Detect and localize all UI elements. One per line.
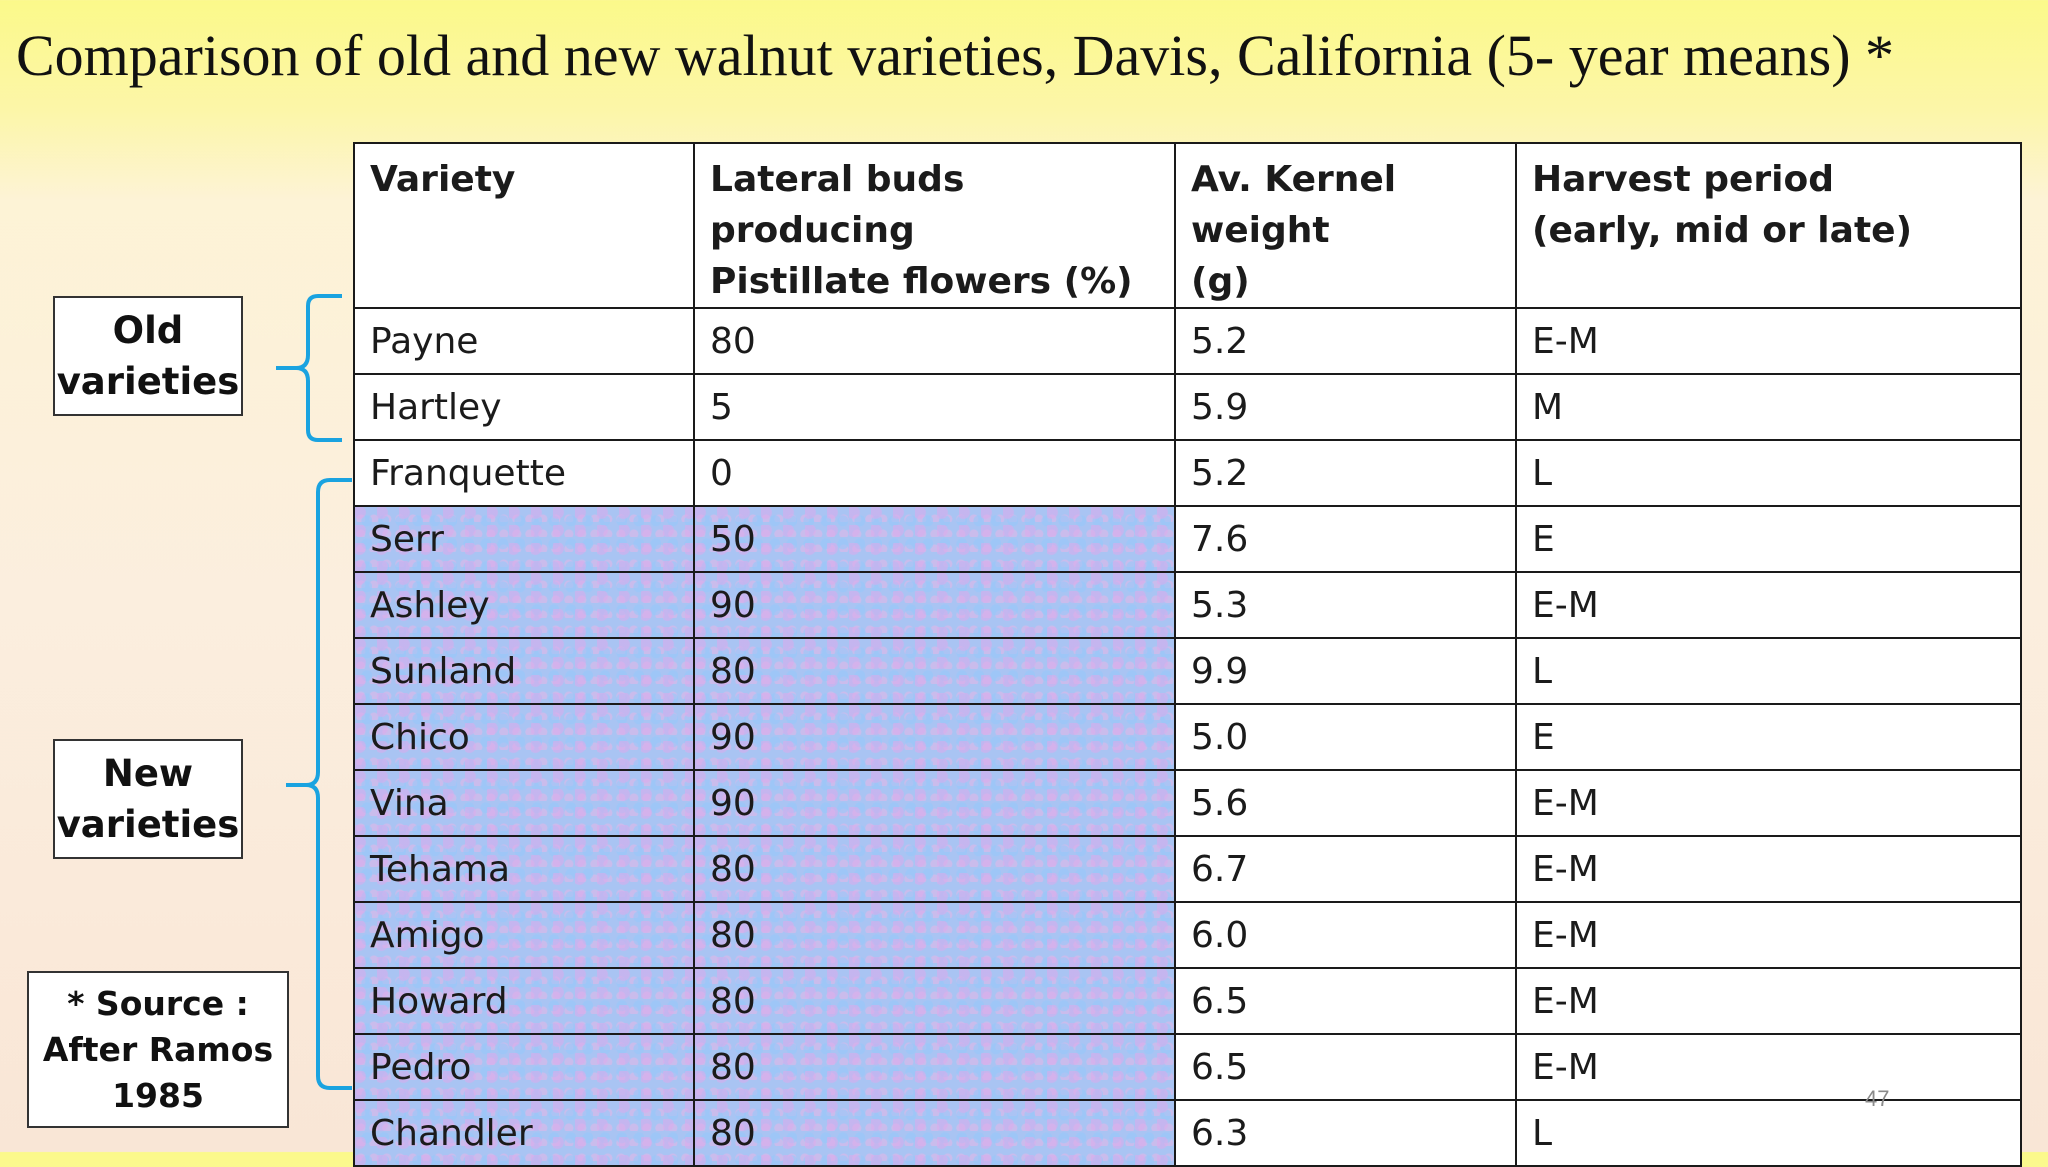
cell-kernel-weight: 5.0 (1174, 703, 1517, 771)
cell-kernel-weight: 5.3 (1174, 571, 1517, 639)
source-note: * Source : After Ramos 1985 (27, 971, 289, 1128)
cell-lateral-buds: 90 (693, 703, 1176, 771)
cell-kernel-weight: 5.6 (1174, 769, 1517, 837)
cell-harvest-period: L (1515, 637, 2022, 705)
cell-lateral-buds: 0 (693, 439, 1176, 507)
cell-kernel-weight: 6.0 (1174, 901, 1517, 969)
page-number: 47 (1865, 1086, 1890, 1111)
cell-lateral-buds: 80 (693, 637, 1176, 705)
cell-harvest-period: E-M (1515, 769, 2022, 837)
cell-lateral-buds: 80 (693, 307, 1176, 375)
cell-variety: Howard (353, 967, 695, 1035)
cell-lateral-buds: 80 (693, 901, 1176, 969)
header-lateral-buds: Lateral buds producing Pistillate flowers… (693, 142, 1176, 309)
cell-lateral-buds: 80 (693, 1033, 1176, 1101)
cell-variety: Serr (353, 505, 695, 573)
table-row: Howard 80 6.5 E-M (353, 967, 2022, 1035)
table-row: Payne 80 5.2 E-M (353, 307, 2022, 375)
cell-variety: Hartley (353, 373, 695, 441)
cell-kernel-weight: 7.6 (1174, 505, 1517, 573)
table-row: Serr 50 7.6 E (353, 505, 2022, 573)
table-row: Pedro 80 6.5 E-M (353, 1033, 2022, 1101)
cell-variety: Payne (353, 307, 695, 375)
old-varieties-label: Old varieties (53, 296, 243, 416)
cell-harvest-period: E-M (1515, 571, 2022, 639)
cell-variety: Ashley (353, 571, 695, 639)
table-row: Sunland 80 9.9 L (353, 637, 2022, 705)
table-row: Chico 90 5.0 E (353, 703, 2022, 771)
cell-harvest-period: E-M (1515, 1033, 2022, 1101)
old-varieties-brace (276, 294, 342, 442)
cell-lateral-buds: 90 (693, 769, 1176, 837)
cell-kernel-weight: 6.5 (1174, 967, 1517, 1035)
cell-harvest-period: E-M (1515, 901, 2022, 969)
cell-harvest-period: E (1515, 505, 2022, 573)
cell-variety: Amigo (353, 901, 695, 969)
cell-lateral-buds: 80 (693, 967, 1176, 1035)
table-row: Ashley 90 5.3 E-M (353, 571, 2022, 639)
table-row: Amigo 80 6.0 E-M (353, 901, 2022, 969)
cell-lateral-buds: 80 (693, 835, 1176, 903)
table-header-row: Variety Lateral buds producing Pistillate… (353, 142, 2022, 309)
cell-kernel-weight: 6.7 (1174, 835, 1517, 903)
cell-kernel-weight: 5.2 (1174, 307, 1517, 375)
cell-lateral-buds: 50 (693, 505, 1176, 573)
cell-kernel-weight: 9.9 (1174, 637, 1517, 705)
cell-harvest-period: E-M (1515, 835, 2022, 903)
header-variety: Variety (353, 142, 695, 309)
table-row: Franquette 0 5.2 L (353, 439, 2022, 507)
new-varieties-label: New varieties (53, 739, 243, 859)
cell-variety: Vina (353, 769, 695, 837)
cell-lateral-buds: 5 (693, 373, 1176, 441)
table-row: Hartley 5 5.9 M (353, 373, 2022, 441)
table-row: Tehama 80 6.7 E-M (353, 835, 2022, 903)
cell-variety: Tehama (353, 835, 695, 903)
table-row: Vina 90 5.6 E-M (353, 769, 2022, 837)
cell-harvest-period: E-M (1515, 307, 2022, 375)
cell-variety: Franquette (353, 439, 695, 507)
cell-kernel-weight: 5.9 (1174, 373, 1517, 441)
header-harvest-period: Harvest period (early, mid or late) (1515, 142, 2022, 309)
cell-harvest-period: M (1515, 373, 2022, 441)
cell-variety: Sunland (353, 637, 695, 705)
cell-harvest-period: E (1515, 703, 2022, 771)
cell-lateral-buds: 90 (693, 571, 1176, 639)
cell-variety: Chico (353, 703, 695, 771)
cell-kernel-weight: 5.2 (1174, 439, 1517, 507)
new-varieties-brace (286, 478, 352, 1090)
cell-variety: Pedro (353, 1033, 695, 1101)
header-kernel-weight: Av. Kernel weight (g) (1174, 142, 1517, 309)
cell-kernel-weight: 6.5 (1174, 1033, 1517, 1101)
varieties-table: Variety Lateral buds producing Pistillate… (353, 142, 2022, 1167)
cell-harvest-period: L (1515, 439, 2022, 507)
cell-harvest-period: E-M (1515, 967, 2022, 1035)
slide-title: Comparison of old and new walnut varieti… (16, 23, 1895, 88)
